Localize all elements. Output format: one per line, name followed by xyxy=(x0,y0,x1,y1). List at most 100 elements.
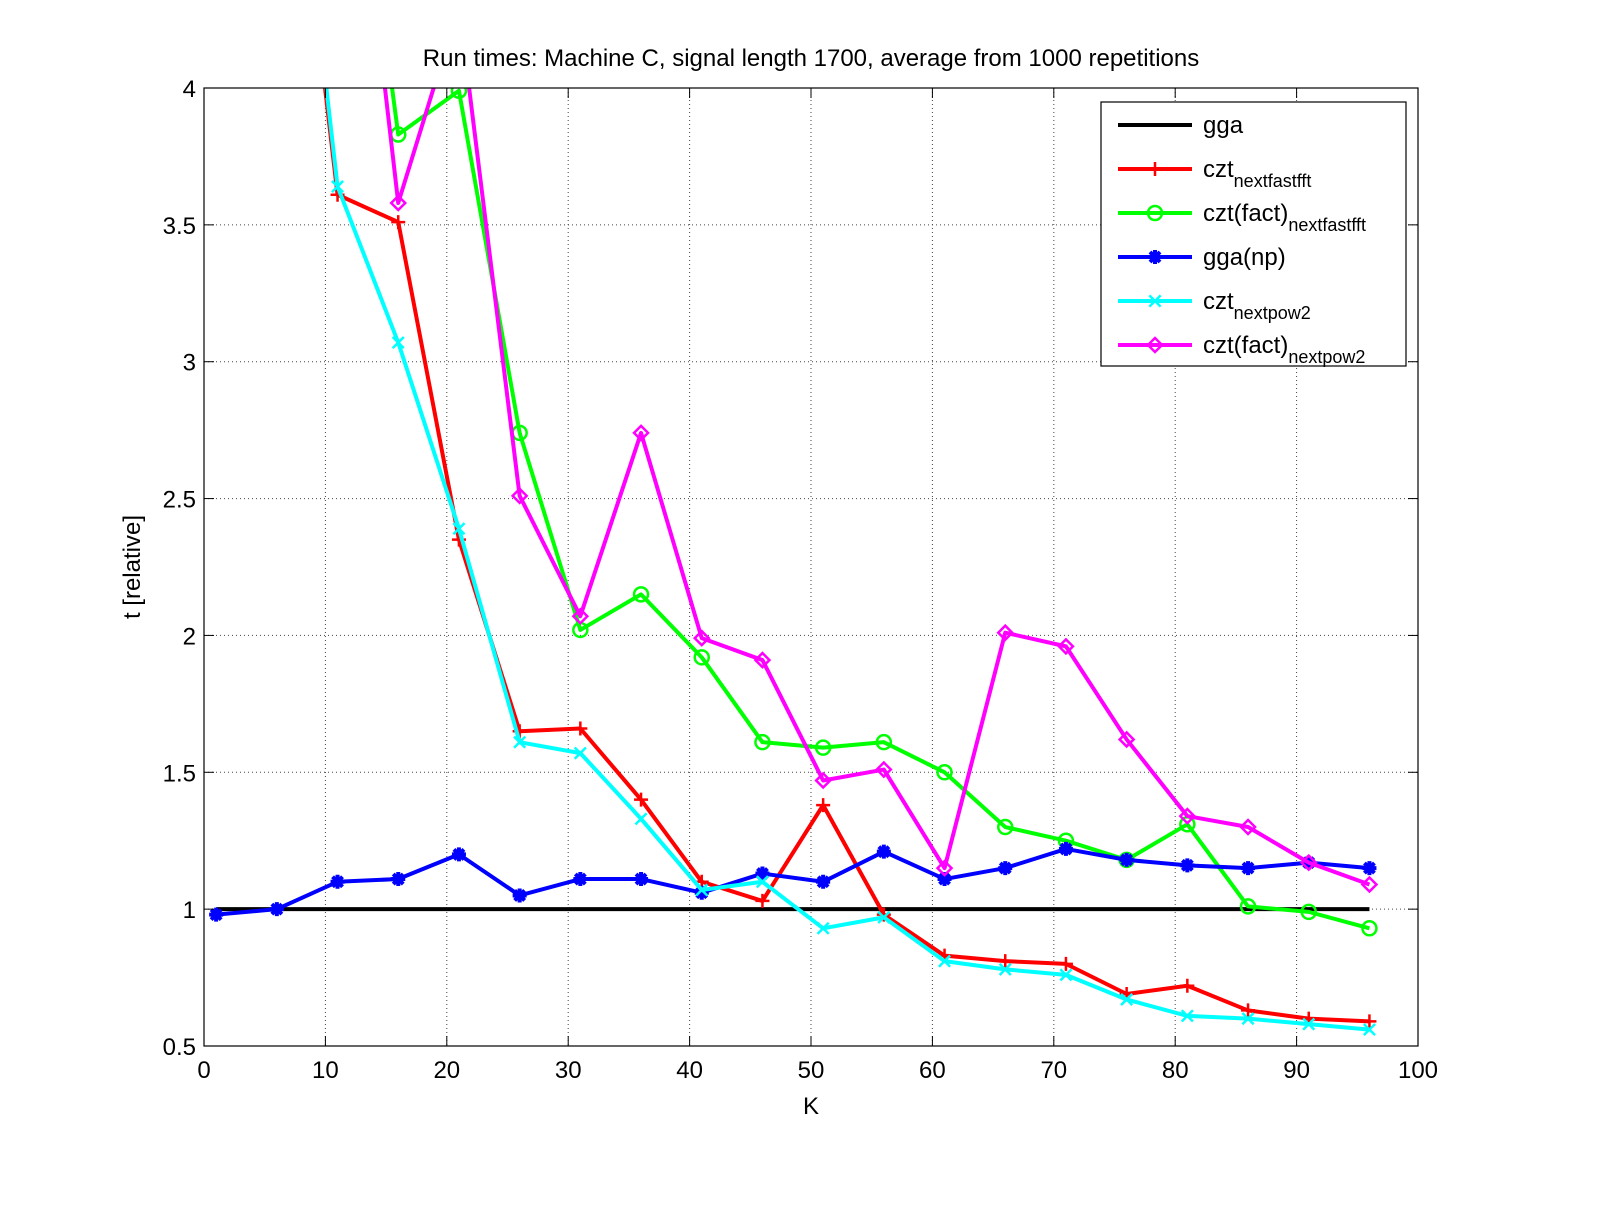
x-axis-label: K xyxy=(803,1093,819,1120)
series-line xyxy=(382,88,1371,887)
x-tick-label: 40 xyxy=(676,1057,703,1084)
legend-marker xyxy=(1146,204,1164,222)
marker xyxy=(1239,818,1257,836)
y-tick-label: 3 xyxy=(183,350,196,377)
marker xyxy=(1300,903,1317,921)
marker xyxy=(998,954,1013,969)
x-tick-label: 100 xyxy=(1398,1057,1438,1084)
marker xyxy=(876,844,891,859)
x-tick-label: 10 xyxy=(312,1057,339,1084)
series-line xyxy=(390,88,1370,931)
y-tick-label: 1 xyxy=(183,897,196,924)
marker xyxy=(693,649,710,666)
marker xyxy=(632,424,650,442)
marker xyxy=(571,607,590,626)
marker xyxy=(391,215,406,230)
marker xyxy=(1360,875,1379,894)
marker xyxy=(330,874,345,889)
marker xyxy=(1117,730,1136,749)
y-tick-label: 3.5 xyxy=(163,213,196,240)
legend-name: gga(np) xyxy=(1203,244,1286,271)
marker xyxy=(389,126,407,143)
marker xyxy=(1241,861,1256,876)
marker xyxy=(754,733,771,751)
x-tick-label: 0 xyxy=(197,1057,210,1084)
legend-subscript: nextfastfft xyxy=(1288,215,1366,235)
marker xyxy=(816,798,831,813)
legend-marker xyxy=(1146,336,1164,354)
marker xyxy=(452,522,466,536)
legend-subscript: nextfastfft xyxy=(1234,171,1312,191)
marker xyxy=(450,88,468,99)
y-tick-label: 1.5 xyxy=(163,760,196,787)
legend-label: gga(np) xyxy=(1203,244,1286,271)
marker xyxy=(1058,956,1073,971)
marker xyxy=(1362,861,1377,876)
marker xyxy=(816,921,830,935)
legend-name: czt xyxy=(1203,288,1234,315)
chart-title: Run times: Machine C, signal length 1700… xyxy=(423,45,1199,72)
marker xyxy=(632,586,650,603)
marker xyxy=(755,893,770,908)
marker xyxy=(389,194,408,212)
y-axis-label: t [relative] xyxy=(119,515,146,619)
marker xyxy=(1361,920,1378,937)
marker xyxy=(1119,852,1134,867)
y-tick-label: 2.5 xyxy=(163,487,196,514)
legend-subscript: nextpow2 xyxy=(1234,303,1311,323)
marker xyxy=(692,629,711,647)
marker xyxy=(634,792,649,807)
marker xyxy=(1241,1012,1255,1026)
marker xyxy=(996,623,1015,642)
marker xyxy=(936,764,953,781)
marker xyxy=(1302,1017,1316,1031)
y-tick-label: 4 xyxy=(183,76,196,103)
marker xyxy=(1299,853,1318,872)
marker xyxy=(573,721,588,736)
series-line xyxy=(215,846,1370,917)
series-line xyxy=(323,88,1370,1024)
legend-label: czt(fact)nextfastfft xyxy=(1203,200,1366,235)
marker xyxy=(753,651,772,669)
marker xyxy=(391,872,406,887)
marker xyxy=(1057,637,1075,656)
x-tick-label: 60 xyxy=(919,1057,946,1084)
marker xyxy=(998,962,1012,976)
legend-name: czt(fact) xyxy=(1203,332,1288,359)
marker xyxy=(1241,1003,1256,1018)
marker xyxy=(937,872,952,887)
marker xyxy=(875,760,893,779)
marker xyxy=(1180,1009,1194,1023)
legend-label: gga xyxy=(1203,112,1244,139)
marker xyxy=(512,888,527,903)
legend-label: cztnextfastfft xyxy=(1203,156,1311,191)
ticks: 0 10 20 30 40 50 60 70 80 90 100 0.5 1 1.5 2 2.5 3 3.5 4 xyxy=(163,76,1438,1084)
legend-label: czt(fact)nextpow2 xyxy=(1203,332,1365,367)
x-tick-label: 70 xyxy=(1040,1057,1067,1084)
marker xyxy=(391,336,405,350)
marker xyxy=(573,872,588,887)
marker xyxy=(938,954,952,968)
x-tick-label: 30 xyxy=(555,1057,582,1084)
marker xyxy=(510,487,529,505)
marker xyxy=(634,872,649,887)
marker xyxy=(695,883,709,897)
legend-marker xyxy=(1148,162,1162,176)
marker xyxy=(875,733,893,751)
x-tick-label: 20 xyxy=(433,1057,460,1084)
marker xyxy=(1239,898,1257,915)
marker xyxy=(634,812,648,826)
series-line xyxy=(324,88,1370,1032)
marker xyxy=(816,874,831,889)
marker xyxy=(1180,978,1195,993)
marker xyxy=(451,847,466,862)
legend-box xyxy=(1100,101,1407,367)
marker xyxy=(814,771,832,790)
marker xyxy=(1362,1014,1377,1029)
x-tick-label: 90 xyxy=(1283,1057,1310,1084)
x-tick-label: 50 xyxy=(798,1057,825,1084)
marker xyxy=(511,424,528,442)
marker xyxy=(331,180,345,194)
legend-name: gga xyxy=(1203,112,1244,139)
marker xyxy=(1059,968,1073,982)
